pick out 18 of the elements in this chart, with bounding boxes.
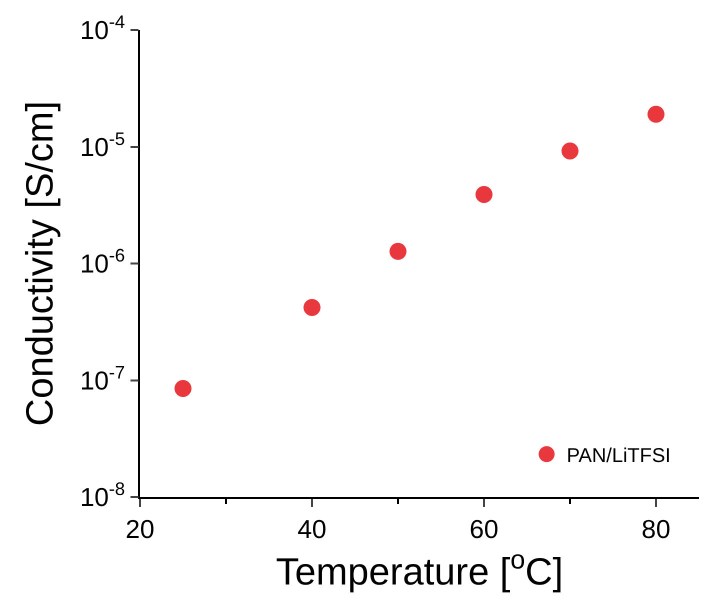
y-axis-title: Conductivity [S/cm] bbox=[20, 100, 62, 426]
y-tick-label: 10$^{-4}$ bbox=[80, 12, 126, 46]
x-tick-label: 40 bbox=[298, 514, 326, 544]
point bbox=[476, 186, 492, 203]
x-tick-label: 80 bbox=[642, 514, 670, 544]
point bbox=[304, 298, 320, 316]
point bbox=[562, 142, 578, 160]
y-tick-label: 10$^{-8}$ bbox=[80, 479, 126, 512]
x-tick-label: 20 bbox=[126, 514, 154, 544]
x-tick-label: 60 bbox=[470, 514, 498, 544]
point bbox=[648, 106, 664, 123]
point bbox=[174, 380, 192, 397]
point bbox=[390, 242, 406, 260]
legend-label: PAN/LiTFSI bbox=[566, 444, 671, 467]
y-tick-label: 10$^{-5}$ bbox=[80, 128, 126, 162]
x-axis-title: Temperature [$^{o}$C] bbox=[276, 544, 564, 594]
y-tick-label: 10$^{-7}$ bbox=[80, 362, 126, 396]
y-tick-label: 10$^{-6}$ bbox=[80, 246, 126, 279]
